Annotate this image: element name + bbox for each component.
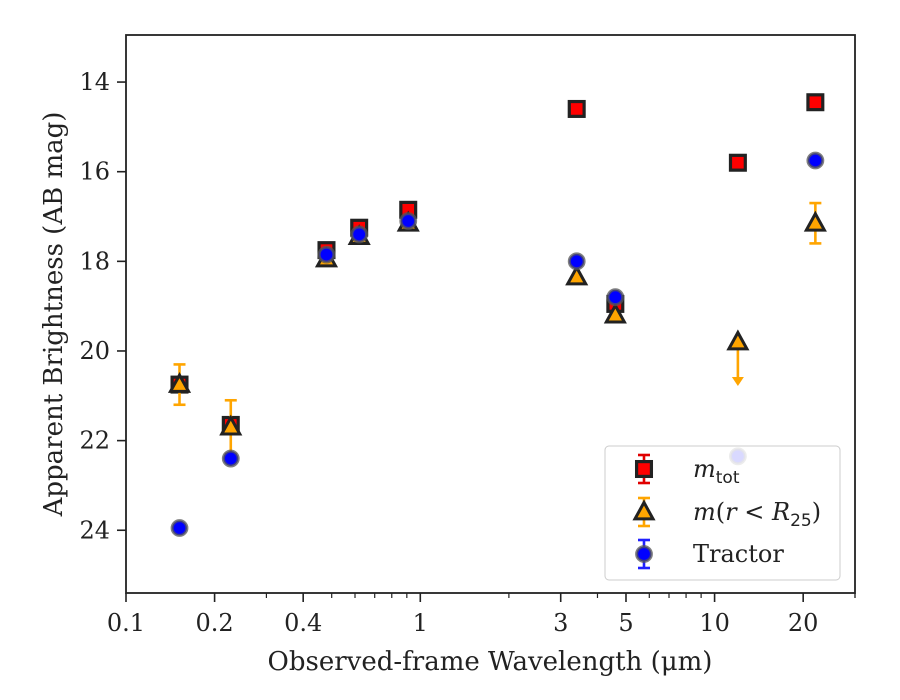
triangle-marker [603, 302, 627, 324]
x-tick-label: 0.2 [196, 609, 234, 637]
square-marker [567, 99, 586, 118]
series-circle [170, 151, 825, 537]
legend-entry: m(r < R25) [632, 496, 821, 531]
circle-marker [350, 225, 369, 244]
data-point [167, 363, 192, 407]
legend-label: m(r < R25) [693, 498, 821, 531]
x-tick-label: 5 [618, 609, 633, 637]
triangle-marker [167, 371, 192, 393]
x-tick-label: 0.1 [107, 609, 145, 637]
data-point [317, 245, 336, 264]
legend-label: Tractor [693, 540, 784, 568]
series-triangle [167, 201, 827, 456]
triangle-marker [726, 329, 750, 351]
y-axis-ticks: 14 16 18 20 22 24 [79, 68, 126, 544]
data-point [565, 264, 589, 286]
circle-marker [221, 449, 240, 468]
x-tick-label: 20 [788, 609, 819, 637]
data-point [219, 398, 243, 456]
y-tick-label: 18 [79, 247, 110, 275]
data-point [806, 93, 825, 112]
data-point [728, 153, 747, 172]
x-tick-label: 1 [413, 609, 428, 637]
y-axis-label: Apparent Brightness (AB mag) [39, 112, 69, 518]
circle-marker [635, 545, 653, 563]
y-tick-label: 14 [79, 68, 110, 96]
y-tick-label: 16 [79, 158, 110, 186]
triangle-marker [219, 414, 243, 436]
data-point [603, 302, 627, 324]
x-tick-label: 10 [699, 609, 730, 637]
x-axis-ticks: 0.1 0.2 0.4 1 3 5 10 20 [107, 593, 856, 637]
data-point [399, 212, 418, 230]
y-tick-label: 24 [79, 516, 110, 544]
plot-marks [167, 93, 827, 537]
square-marker [806, 93, 825, 112]
square-marker [634, 459, 654, 479]
square-marker [728, 153, 747, 172]
triangle-marker [565, 264, 589, 286]
x-tick-label: 0.4 [284, 609, 322, 637]
circle-marker [806, 151, 825, 170]
series-square [170, 93, 825, 434]
x-tick-label: 3 [553, 609, 568, 637]
upper-limit-arrowhead [731, 377, 744, 387]
circle-marker [606, 288, 625, 307]
circle-marker [399, 212, 418, 230]
legend-box [604, 445, 841, 581]
triangle-marker [632, 499, 656, 521]
circle-marker [170, 519, 189, 537]
axes-frame [125, 34, 856, 594]
data-point [726, 329, 750, 387]
circle-marker [317, 245, 336, 264]
x-axis-label: Observed-frame Wavelength (μm) [268, 647, 713, 677]
data-point [170, 519, 189, 537]
triangle-marker [803, 210, 827, 232]
y-tick-label: 20 [79, 337, 110, 365]
data-point [567, 252, 586, 271]
data-point [350, 225, 369, 244]
data-point [803, 201, 827, 245]
data-point [221, 449, 240, 468]
circle-marker [567, 252, 586, 271]
y-tick-label: 22 [79, 427, 110, 455]
data-point [567, 99, 586, 118]
data-point [606, 288, 625, 307]
legend-entry: Tractor [635, 538, 784, 570]
data-point [806, 151, 825, 170]
